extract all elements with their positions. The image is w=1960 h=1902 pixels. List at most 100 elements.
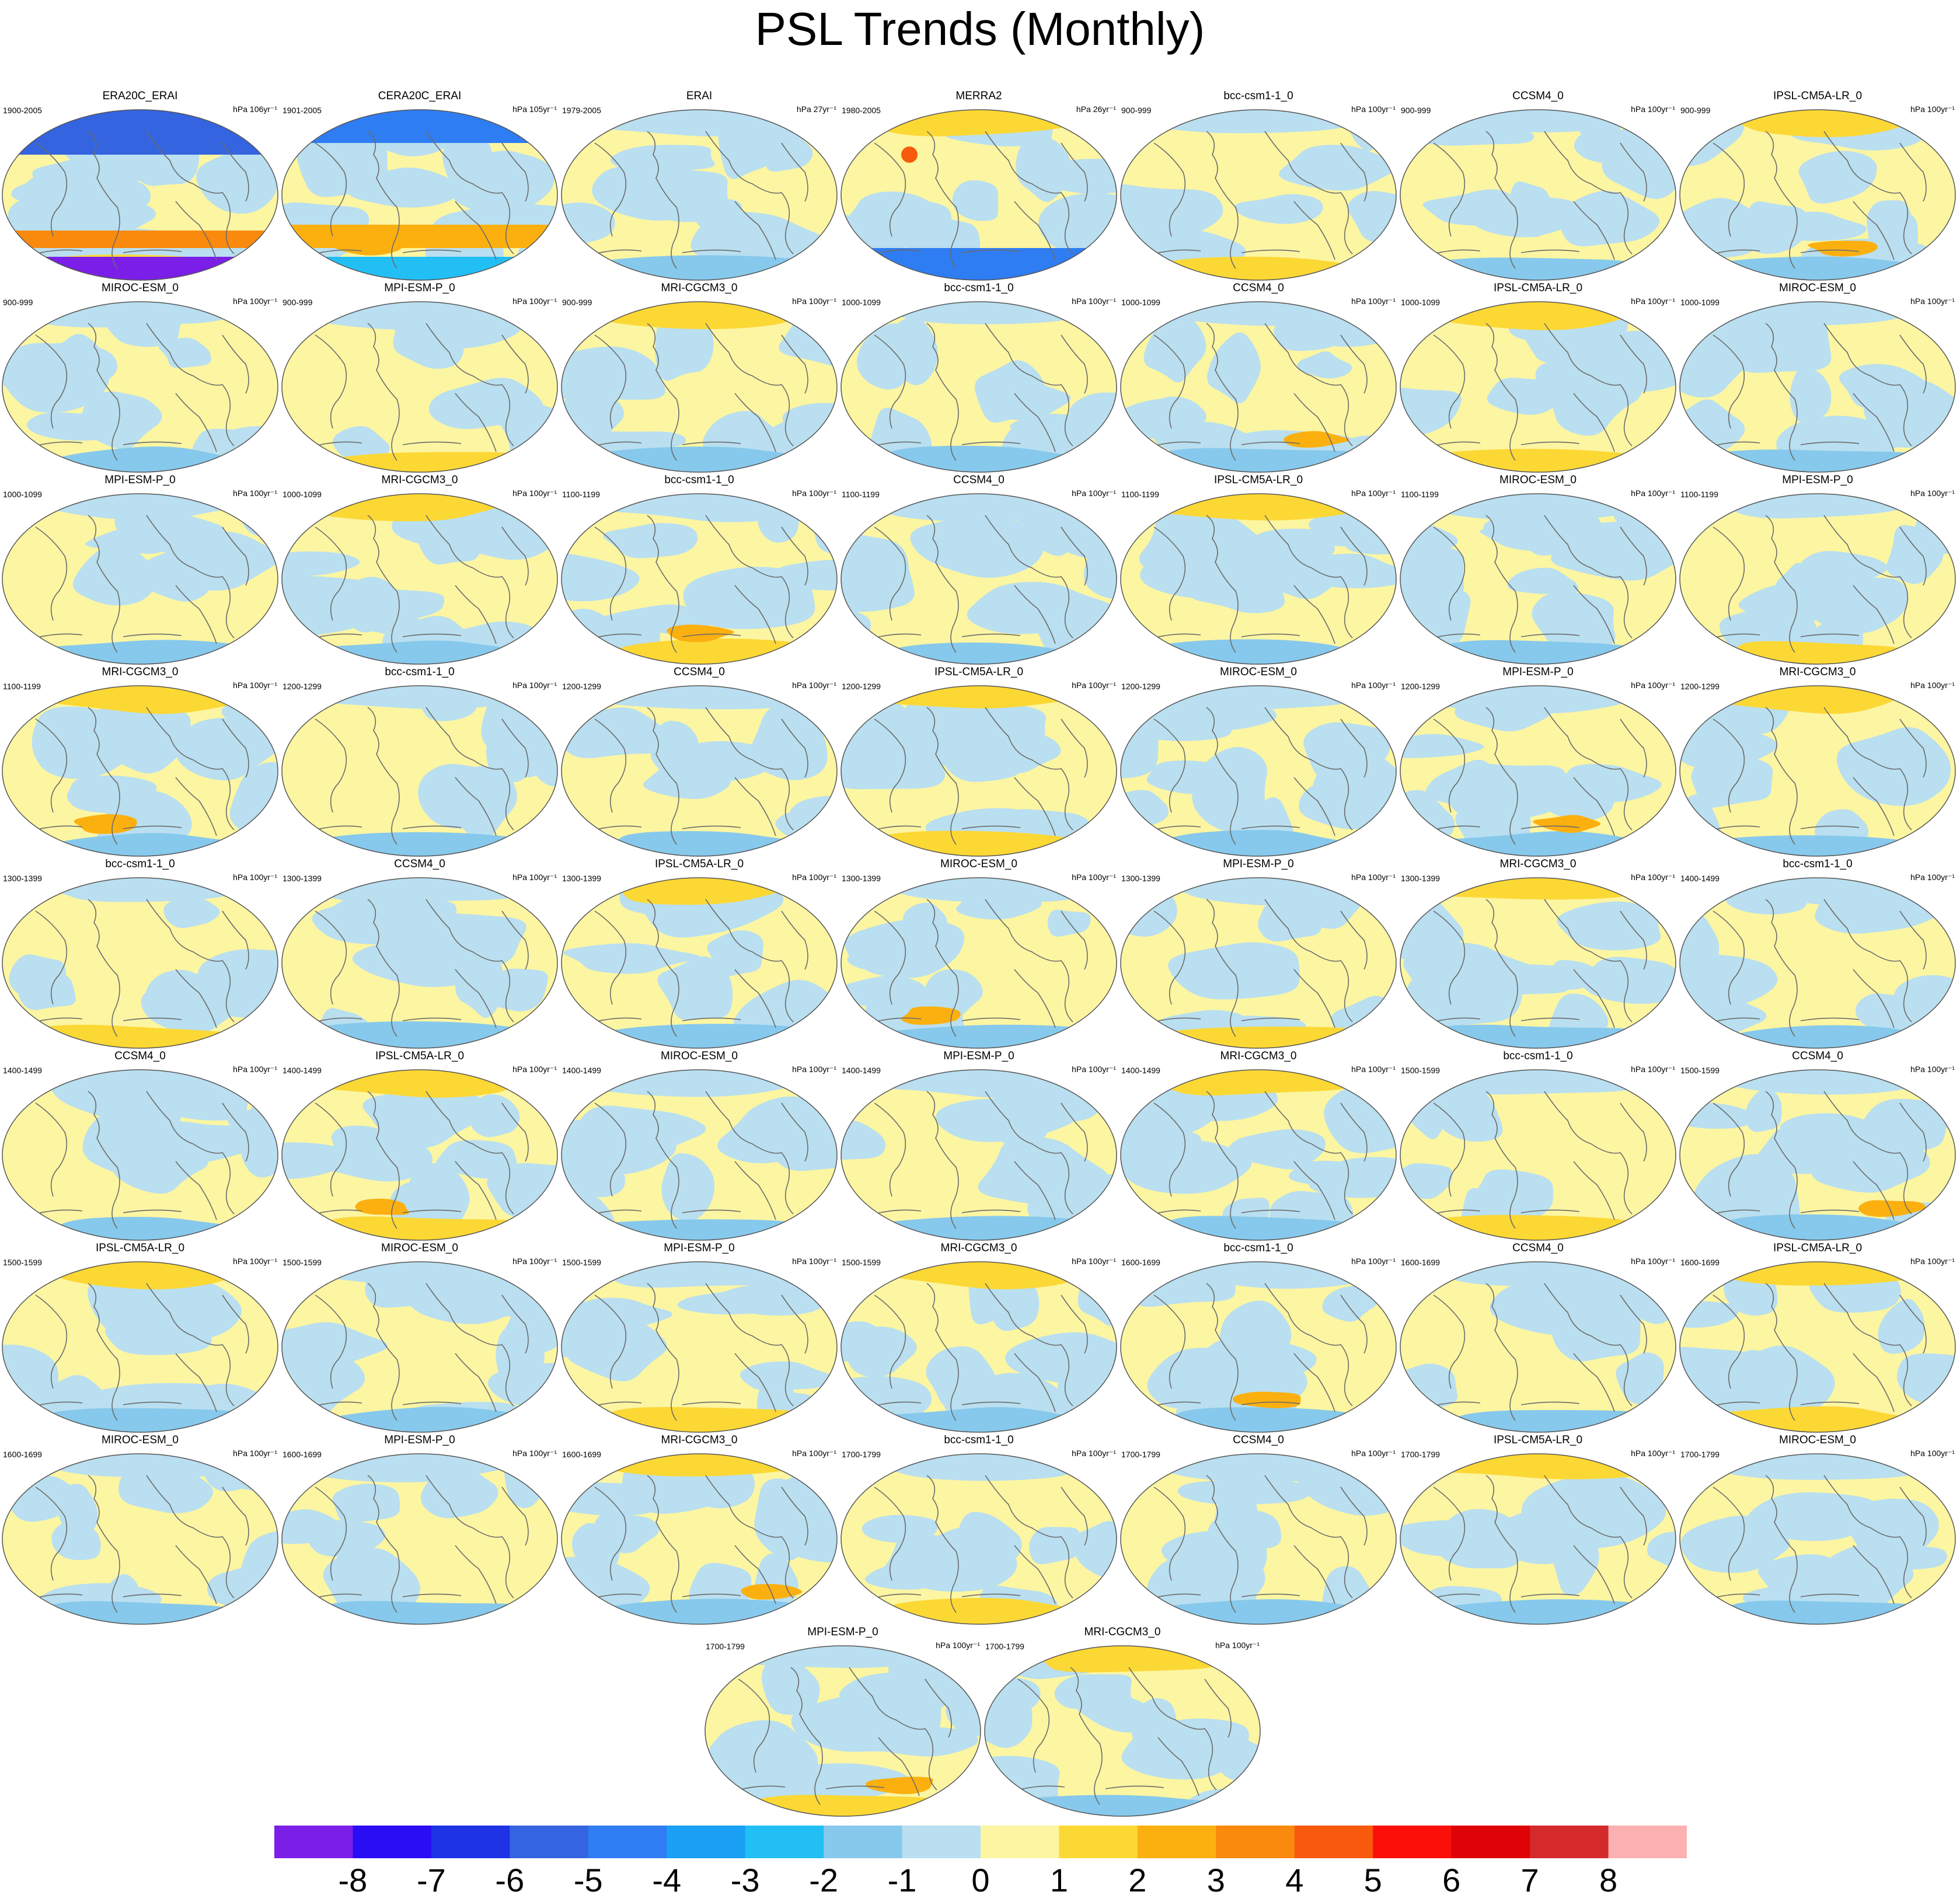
coastline [1485,1091,1518,1229]
colorbar-labels: -8 -7 -6 -5 -4 -3 -2 -1 0 1 2 3 4 5 6 7 8 [0,1862,1960,1899]
coastline [1153,633,1300,638]
panel-title: MRI-CGCM3_0 [1084,1626,1161,1638]
map-panel: CCSM4_0 1500-1599 hPa 100yr⁻¹ [1678,1049,1957,1242]
coastline [1433,1401,1580,1407]
coastline [705,1091,794,1215]
coastline [426,1475,514,1599]
polar-region [1686,835,1938,856]
map-border [1120,1069,1397,1241]
coastline [1153,825,1300,830]
coastline [874,1593,1021,1599]
map-field [841,1453,1117,1625]
coastline [1014,1353,1056,1412]
map-field [1400,109,1676,281]
panel-units: hPa 100yr⁻¹ [512,488,557,498]
panel-period: 1100-1199 [842,490,880,499]
negative-region [1253,546,1347,599]
map-panel: MRI-CGCM3_0 1400-1499 hPa 100yr⁻¹ [1119,1049,1398,1242]
panel-title: MPI-ESM-P_0 [384,282,455,294]
map-panel: MRI-CGCM3_0 1200-1299 hPa 100yr⁻¹ [1678,665,1957,858]
polar-region [287,1021,526,1048]
coastline [35,249,182,254]
panel-title: IPSL-CM5A-LR_0 [1213,474,1303,486]
negative-region [1348,191,1396,245]
panel-title: IPSL-CM5A-LR_0 [1493,1434,1583,1446]
panel-title: MIROC-ESM_0 [1499,474,1577,486]
map-panel: ERAI 1979-2005 hPa 27yr⁻¹ [560,89,839,282]
coastline [1014,1545,1056,1604]
coastline [1713,334,1745,429]
map-panel: CCSM4_0 1300-1399 hPa 100yr⁻¹ [280,857,559,1050]
map-panel: MRI-CGCM3_0 1700-1799 hPa 100yr⁻¹ [983,1625,1262,1818]
coastline [1433,334,1466,429]
panel-units: hPa 100yr⁻¹ [1910,1065,1955,1074]
coastline [1206,707,1239,845]
colorbar-tick-label: -2 [809,1862,838,1898]
coastline [1153,334,1186,429]
coastline [734,393,776,452]
coastline [705,1475,794,1599]
coastline [1014,201,1056,260]
map-border [1679,301,1956,473]
coastline [1823,1283,1912,1407]
map-border [1400,493,1676,665]
coastline [1433,1486,1466,1581]
colorbar-swatch [1451,1826,1530,1858]
panel-units: hPa 100yr⁻¹ [512,1257,557,1266]
panel-period: 1500-1599 [842,1258,881,1267]
coastline [1264,131,1353,254]
panel-period: 900-999 [3,298,33,307]
negative-region [411,913,526,973]
panel-period: 1200-1299 [1401,682,1440,691]
coastline [175,1545,217,1604]
panel-period: 1700-1799 [985,1642,1024,1651]
coastline [1206,131,1239,269]
panel-title: MRI-CGCM3_0 [661,1434,738,1446]
coastline [1433,718,1466,813]
coastline [455,1161,497,1220]
coastline [1713,1102,1745,1197]
negative-region [1582,957,1676,1004]
panel-title: MRI-CGCM3_0 [381,474,458,486]
panel-units: hPa 100yr⁻¹ [1072,873,1116,882]
map-field [841,685,1117,857]
colorbar-swatch [1373,1826,1452,1858]
coastline [315,1209,462,1215]
negative-region [1680,728,1778,769]
map-field [281,301,558,473]
panel-units: hPa 100yr⁻¹ [1631,296,1675,306]
map-field [1400,493,1676,665]
coastline [367,707,400,845]
panel-period: 1600-1699 [3,1450,42,1459]
negative-region [1535,358,1584,396]
polar-region [1029,1646,1227,1673]
coastline [1206,899,1239,1037]
colorbar-tick-label: 0 [971,1862,990,1898]
panel-period: 1600-1699 [1680,1258,1720,1267]
coastline [1765,1091,1798,1229]
map-field [1400,877,1676,1049]
panel-units: hPa 100yr⁻¹ [1351,1257,1396,1266]
map-border [2,1453,278,1625]
colorbar-swatch [1608,1826,1687,1858]
negative-region [156,1121,264,1167]
panel-period: 1400-1499 [283,1066,322,1075]
map-panel: CCSM4_0 1400-1499 hPa 100yr⁻¹ [1,1049,280,1242]
negative-region [1279,145,1396,191]
coastline [1340,334,1368,394]
panel-title: bcc-csm1-1_0 [944,282,1014,294]
map-border [1400,1069,1676,1241]
panel-title: MIROC-ESM_0 [102,1434,179,1446]
map-panel: bcc-csm1-1_0 1000-1099 hPa 100yr⁻¹ [839,281,1118,474]
panel-period: 1200-1299 [842,682,881,691]
negative-region [1322,1286,1377,1322]
coastline [1713,249,1860,254]
negative-region [1178,1477,1312,1505]
coastline [874,334,906,429]
panel-period: 1200-1299 [1121,682,1160,691]
map-field [561,1453,838,1625]
coastline [35,1017,182,1022]
coastline [1153,718,1186,813]
coastline [222,334,249,394]
negative-region [592,165,707,221]
